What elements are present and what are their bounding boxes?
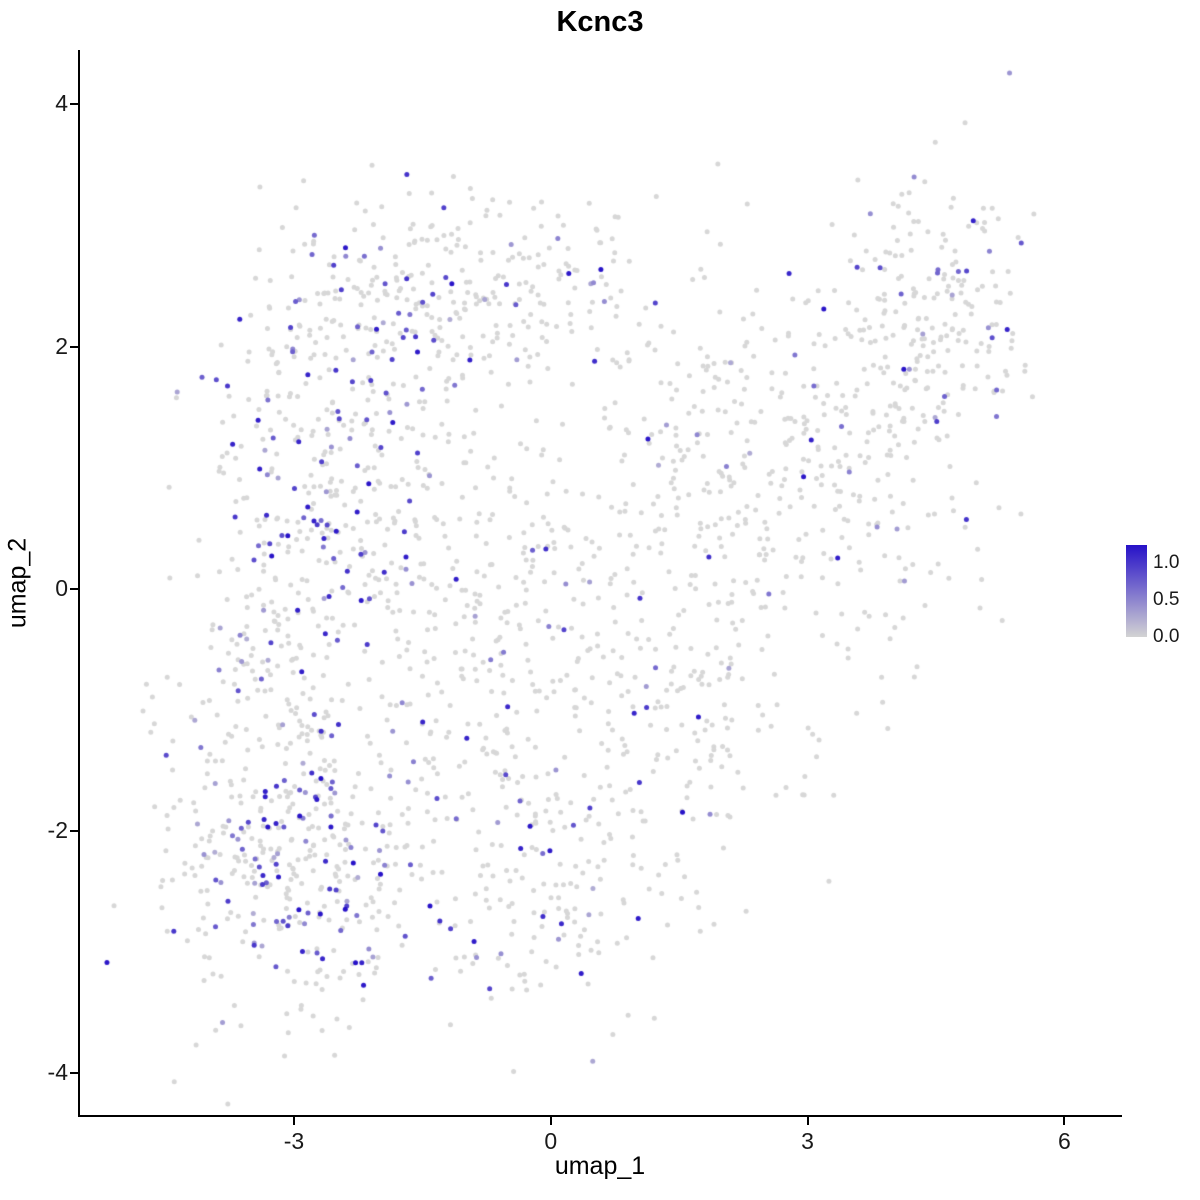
- plot-area: [80, 50, 1120, 1115]
- x-tick-mark: [1063, 1117, 1066, 1125]
- y-tick-mark: [70, 345, 78, 348]
- y-tick-label: 0: [55, 574, 68, 601]
- x-tick-label: 6: [1057, 1128, 1071, 1154]
- scatter-points-canvas: [80, 50, 1120, 1115]
- y-tick-mark: [70, 829, 78, 832]
- legend-label-mid: 0.5: [1153, 589, 1180, 610]
- y-tick-label: -2: [47, 816, 68, 843]
- legend-label-high: 1.0: [1153, 552, 1180, 573]
- legend-gradient-bar: [1126, 545, 1147, 637]
- plot-title: Kcnc3: [556, 6, 644, 38]
- x-tick-mark: [292, 1117, 295, 1125]
- y-tick-mark: [70, 1071, 78, 1074]
- x-tick-label: -3: [283, 1128, 305, 1154]
- x-tick-label: 0: [544, 1128, 558, 1154]
- y-axis-line: [78, 50, 80, 1117]
- x-tick-label: 3: [801, 1128, 814, 1154]
- y-tick-label: 2: [55, 332, 68, 359]
- x-tick-mark: [806, 1117, 809, 1125]
- y-tick-label: 4: [55, 90, 68, 117]
- x-axis-title: umap_1: [554, 1152, 646, 1180]
- x-tick-mark: [549, 1117, 552, 1125]
- y-tick-label: -4: [47, 1058, 68, 1085]
- legend-label-low: 0.0: [1153, 626, 1180, 647]
- y-tick-mark: [70, 587, 78, 590]
- x-axis-line: [78, 1115, 1122, 1117]
- y-tick-mark: [70, 103, 78, 106]
